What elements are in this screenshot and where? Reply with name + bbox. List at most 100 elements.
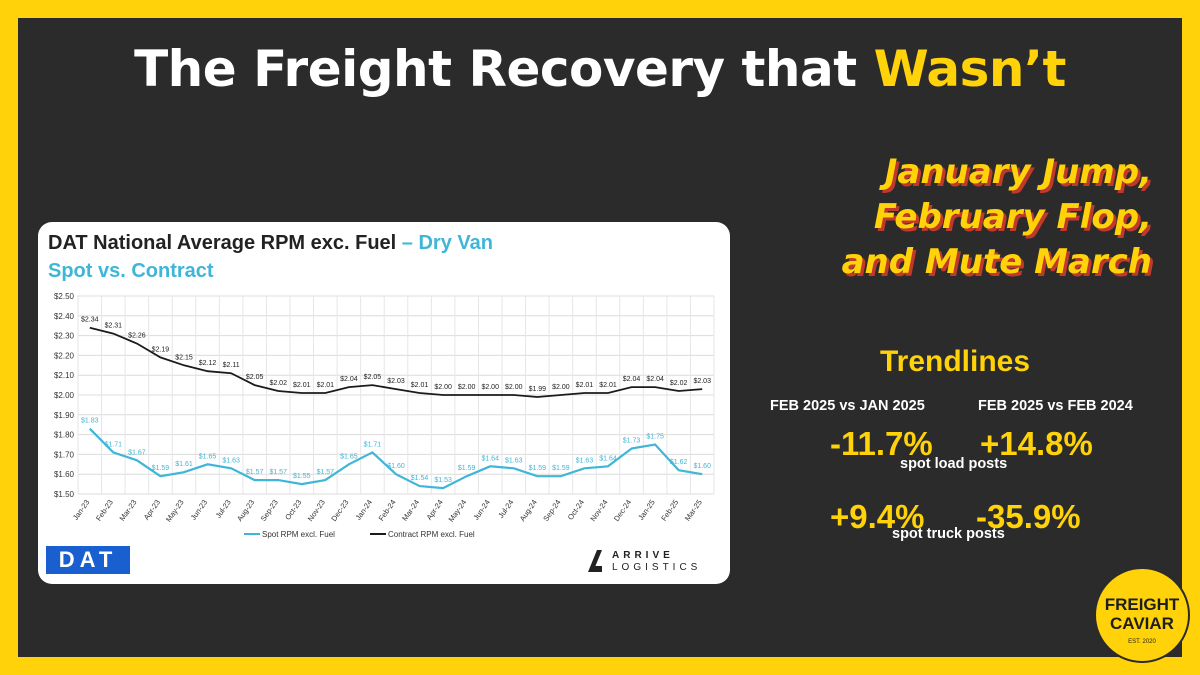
x-tick-label: Oct-23 [283, 498, 303, 522]
contract-data-label: $2.01 [317, 382, 335, 389]
x-tick-label: Apr-24 [424, 498, 444, 522]
x-tick-label: May-23 [164, 498, 186, 524]
contract-data-label: $2.04 [340, 376, 358, 383]
y-tick-label: $1.90 [54, 411, 75, 420]
contract-data-label: $2.31 [105, 323, 123, 330]
contract-data-label: $2.11 [223, 362, 240, 369]
y-tick-label: $1.80 [54, 431, 75, 440]
x-tick-label: Jun-24 [471, 498, 492, 522]
spot-data-label: $1.55 [293, 473, 311, 480]
freight-caviar-logo: FREIGHT CAVIAR EST. 2020 [1094, 567, 1190, 663]
spot-data-label: $1.62 [670, 459, 688, 466]
spot-data-label: $1.59 [152, 465, 170, 472]
trendlines-title: Trendlines [880, 345, 1031, 378]
spot-data-label: $1.57 [317, 469, 335, 476]
col-head-mom: FEB 2025 vs JAN 2025 [770, 398, 925, 414]
load-posts-mom: -11.7% [830, 425, 933, 462]
logo-line-2: CAVIAR [1110, 614, 1174, 633]
spot-data-label: $1.67 [128, 449, 146, 456]
spot-data-label: $1.65 [199, 453, 217, 460]
x-tick-label: Jun-23 [189, 498, 210, 522]
contract-data-label: $2.26 [128, 333, 146, 340]
x-tick-label: Jan-25 [636, 498, 657, 522]
contract-data-label: $2.05 [246, 374, 264, 381]
logistics-text: LOGISTICS [612, 562, 702, 573]
y-tick-label: $2.20 [54, 351, 75, 360]
spot-data-label: $1.59 [552, 465, 570, 472]
contract-data-label: $2.34 [81, 317, 99, 324]
contract-data-label: $2.01 [411, 382, 429, 389]
spot-data-label: $1.73 [623, 437, 641, 444]
subtitle-block: January Jump, February Flop, and Mute Ma… [842, 150, 1152, 285]
dat-logo: DAT [46, 546, 130, 574]
legend-label-contract: Contract RPM excl. Fuel [388, 530, 475, 539]
y-tick-label: $1.70 [54, 450, 75, 459]
x-tick-label: Dec-23 [329, 498, 350, 523]
logo-est: EST. 2020 [1128, 639, 1156, 645]
logo-line-1: FREIGHT [1104, 595, 1180, 614]
contract-data-label: $2.15 [175, 354, 193, 361]
x-tick-label: Nov-24 [588, 498, 609, 523]
spot-data-label: $1.64 [599, 455, 617, 462]
contract-data-label: $2.01 [599, 382, 617, 389]
spot-data-label: $1.53 [434, 477, 452, 484]
chart-subtitle: Spot vs. Contract [48, 260, 214, 282]
spot-data-label: $1.71 [364, 441, 382, 448]
chart-title: DAT National Average RPM exc. Fuel – Dry… [48, 232, 493, 255]
spot-data-label: $1.63 [222, 457, 240, 464]
truck-posts-yoy: -35.9% [976, 498, 1081, 535]
spot-series-line [89, 427, 703, 490]
spot-data-label: $1.63 [576, 457, 594, 464]
x-tick-label: Aug-24 [518, 498, 539, 523]
contract-data-label: $1.99 [529, 386, 547, 393]
x-tick-label: Feb-23 [94, 498, 115, 523]
x-tick-label: Jul-24 [496, 498, 515, 520]
contract-series-line [89, 326, 703, 398]
truck-posts-label: spot truck posts [892, 526, 1005, 542]
contract-data-label: $2.03 [693, 378, 711, 385]
contract-data-label: $2.00 [505, 384, 523, 391]
contract-data-label: $2.02 [670, 380, 688, 387]
contract-data-label: $2.01 [293, 382, 311, 389]
spot-data-label: $1.75 [646, 434, 664, 441]
load-posts-yoy: +14.8% [980, 425, 1093, 462]
contract-data-label: $2.00 [458, 384, 476, 391]
contract-data-label: $2.12 [199, 360, 217, 367]
y-tick-label: $1.50 [54, 490, 75, 499]
contract-data-label: $2.01 [576, 382, 594, 389]
contract-data-label: $2.19 [152, 346, 170, 353]
rpm-line-chart: $1.50 $1.60 $1.70 $1.80 $1.90 $2.00 $2.10 $2.20… [54, 292, 715, 539]
y-tick-label: $2.30 [54, 332, 75, 341]
spot-data-label: $1.57 [246, 469, 264, 476]
contract-data-label: $2.02 [269, 380, 287, 387]
contract-data-label: $2.03 [387, 378, 405, 385]
page-title: The Freight Recovery that Wasn’t [0, 40, 1200, 98]
contract-data-label: $2.04 [623, 376, 641, 383]
x-tick-label: Mar-23 [118, 498, 139, 523]
col-head-yoy: FEB 2025 vs FEB 2024 [978, 398, 1133, 414]
y-tick-label: $1.60 [54, 470, 75, 479]
y-tick-label: $2.40 [54, 312, 75, 321]
spot-data-label: $1.83 [81, 418, 99, 425]
y-tick-label: $2.10 [54, 371, 75, 380]
contract-data-label: $2.00 [552, 384, 570, 391]
spot-data-label: $1.60 [387, 463, 405, 470]
contract-data-label: $2.05 [364, 374, 382, 381]
x-tick-label: May-24 [447, 498, 469, 524]
contract-data-label: $2.00 [481, 384, 499, 391]
contract-data-label: $2.00 [434, 384, 452, 391]
spot-data-label: $1.63 [505, 457, 523, 464]
load-posts-label: spot load posts [900, 456, 1008, 472]
x-tick-label: Sep-24 [541, 498, 562, 523]
x-tick-label: Mar-25 [683, 498, 704, 523]
arrive-mark-icon [588, 550, 602, 572]
spot-data-label: $1.61 [175, 461, 193, 468]
spot-data-label: $1.54 [411, 475, 429, 482]
x-tick-label: Jan-23 [71, 498, 92, 522]
x-tick-label: Apr-23 [142, 498, 162, 522]
x-tick-label: Feb-24 [377, 498, 398, 523]
spot-data-label: $1.71 [105, 441, 123, 448]
title-highlight: Wasn’t [873, 40, 1067, 98]
chart-title-main: DAT National Average RPM exc. Fuel [48, 232, 397, 254]
